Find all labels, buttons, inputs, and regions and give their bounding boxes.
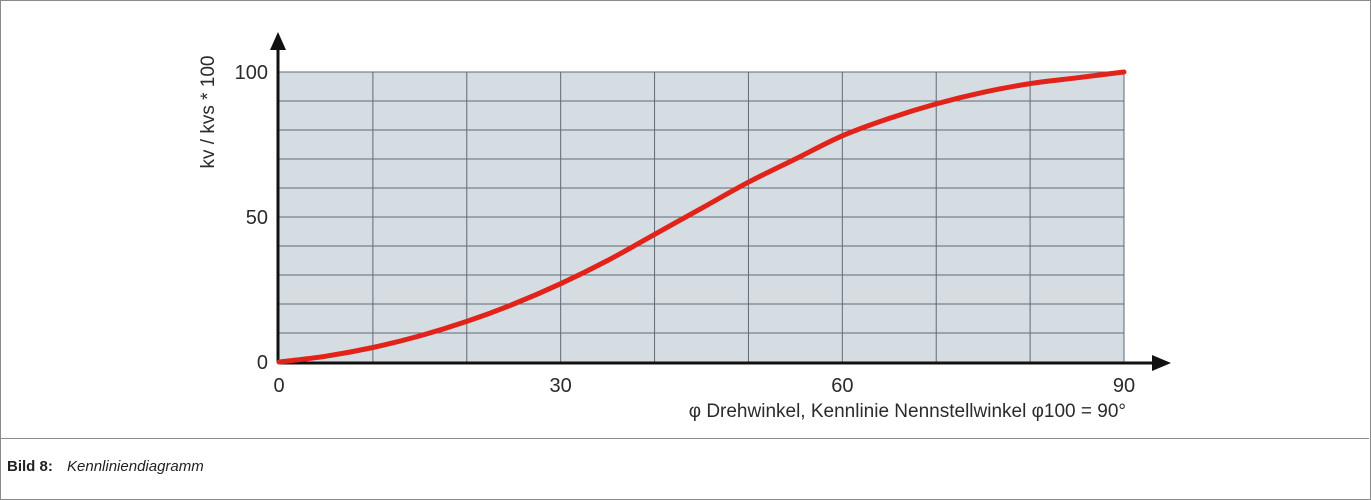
series-line [276,69,1127,365]
y-tick-label: 50 [246,207,268,229]
y-axis-arrow-icon [270,32,286,50]
x-tick-label: 0 [273,375,284,397]
characteristic-chart: 0 30 60 90 0 50 100 kv / kvs * 100 φ Drehwinke… [198,32,1171,422]
caption-title: Kennliniendiagramm [67,458,204,475]
caption-divider [0,438,1369,439]
grid-lines [279,71,1125,362]
axes [270,32,1171,371]
x-tick-label: 30 [550,375,572,397]
figure-caption: Bild 8: Kennliniendiagramm [7,458,204,475]
x-tick-label: 60 [831,375,853,397]
tick-labels: 0 30 60 90 0 50 100 [235,62,1136,397]
y-axis-title: kv / kvs * 100 [198,56,219,169]
x-axis-title: φ Drehwinkel, Kennlinie Nennstellwinkel … [689,401,1126,422]
y-tick-label: 100 [235,62,268,84]
y-tick-label: 0 [257,352,268,374]
x-axis-arrow-icon [1152,355,1171,371]
x-tick-label: 90 [1113,375,1135,397]
caption-label: Bild 8: [7,458,53,475]
